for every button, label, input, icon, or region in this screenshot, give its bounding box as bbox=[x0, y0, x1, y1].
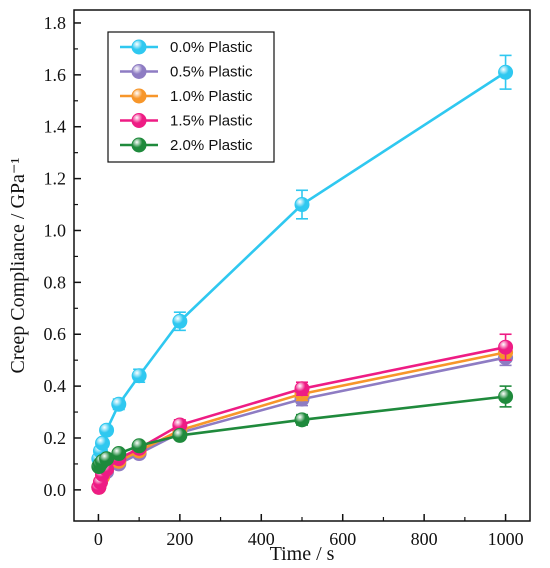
legend-label: 2.0% Plastic bbox=[170, 137, 253, 154]
x-tick-label: 200 bbox=[166, 529, 193, 549]
data-point bbox=[99, 422, 115, 438]
x-tick-label: 600 bbox=[329, 529, 356, 549]
legend-label: 0.5% Plastic bbox=[170, 64, 253, 81]
legend: 0.0% Plastic 0.5% Plastic 1.0% Plastic 1.5%… bbox=[107, 31, 275, 163]
y-axis-title: Creep Compliance / GPa⁻¹ bbox=[7, 158, 29, 374]
data-point bbox=[498, 339, 514, 355]
data-point bbox=[172, 427, 188, 443]
y-tick-label: 1.0 bbox=[44, 220, 67, 240]
data-point bbox=[294, 412, 310, 428]
data-point bbox=[111, 446, 127, 462]
data-point bbox=[294, 197, 310, 213]
legend-label: 0.0% Plastic bbox=[170, 39, 253, 56]
y-tick-label: 0.4 bbox=[44, 376, 67, 396]
x-tick-label: 800 bbox=[411, 529, 438, 549]
y-tick-label: 1.6 bbox=[44, 65, 67, 85]
plot-area bbox=[91, 54, 514, 495]
data-point bbox=[498, 64, 514, 80]
legend-label: 1.5% Plastic bbox=[170, 113, 253, 130]
legend-label: 1.0% Plastic bbox=[170, 88, 253, 105]
series-line bbox=[97, 395, 506, 468]
data-point bbox=[95, 435, 110, 451]
y-tick-label: 1.8 bbox=[44, 13, 67, 33]
data-point bbox=[294, 381, 310, 397]
x-axis-title: Time / s bbox=[270, 543, 335, 565]
legend-marker bbox=[131, 39, 147, 55]
legend-marker bbox=[131, 88, 147, 104]
y-tick-label: 0.2 bbox=[44, 428, 67, 448]
y-tick-label: 0.0 bbox=[44, 480, 67, 500]
y-tick-label: 0.6 bbox=[44, 324, 67, 344]
x-tick-label: 1000 bbox=[488, 529, 524, 549]
data-point bbox=[131, 438, 147, 454]
data-point bbox=[111, 396, 127, 412]
data-point bbox=[172, 313, 188, 329]
y-tick-label: 0.8 bbox=[44, 272, 67, 292]
legend-marker bbox=[131, 137, 147, 153]
legend-marker bbox=[131, 113, 147, 128]
legend-marker bbox=[131, 64, 147, 79]
axes: 0 200 400 600 800 1000 0.0 0.2 0.4 0.6 0.8 1.0 1.2 1.… bbox=[44, 9, 531, 549]
x-tick-label: 400 bbox=[248, 529, 275, 549]
x-tick-label: 0 bbox=[94, 529, 103, 549]
y-tick-label: 1.4 bbox=[44, 117, 67, 137]
data-point bbox=[131, 368, 147, 384]
data-point bbox=[498, 388, 514, 404]
series-2-0-plastic bbox=[91, 385, 514, 475]
y-tick-label: 1.2 bbox=[44, 169, 67, 189]
